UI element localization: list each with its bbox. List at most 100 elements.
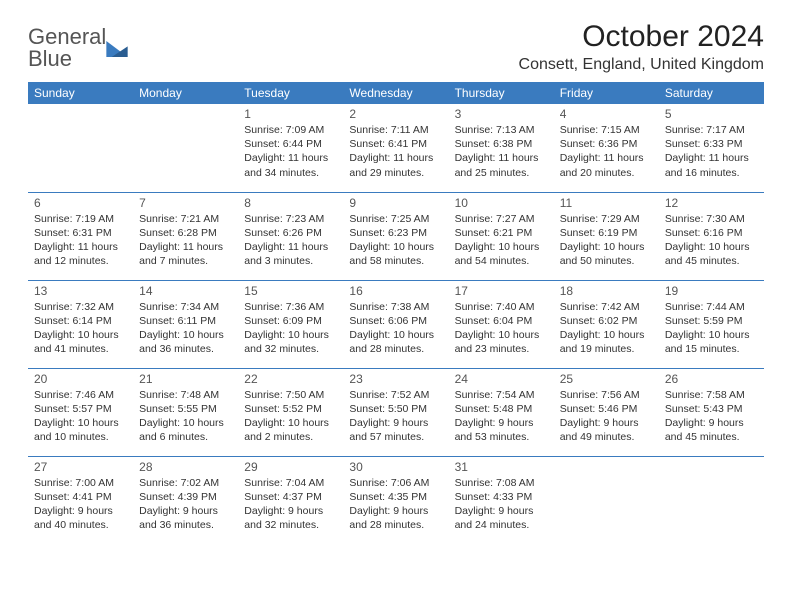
day-info: Sunrise: 7:56 AMSunset: 5:46 PMDaylight:… [560, 388, 653, 445]
day-info: Sunrise: 7:52 AMSunset: 5:50 PMDaylight:… [349, 388, 442, 445]
sunrise: Sunrise: 7:04 AM [244, 476, 337, 490]
day-number: 14 [139, 284, 232, 298]
day-info: Sunrise: 7:48 AMSunset: 5:55 PMDaylight:… [139, 388, 232, 445]
daylight: Daylight: 10 hours and 58 minutes. [349, 240, 442, 268]
day-number: 2 [349, 107, 442, 121]
sunset: Sunset: 6:33 PM [665, 137, 758, 151]
sunrise: Sunrise: 7:30 AM [665, 212, 758, 226]
sunset: Sunset: 5:59 PM [665, 314, 758, 328]
sunrise: Sunrise: 7:08 AM [455, 476, 548, 490]
sunset: Sunset: 6:21 PM [455, 226, 548, 240]
sunset: Sunset: 6:06 PM [349, 314, 442, 328]
daylight: Daylight: 11 hours and 7 minutes. [139, 240, 232, 268]
day-number: 6 [34, 196, 127, 210]
daylight: Daylight: 9 hours and 53 minutes. [455, 416, 548, 444]
day-cell: 6 Sunrise: 7:19 AMSunset: 6:31 PMDaylight… [28, 192, 133, 280]
day-cell: 23Sunrise: 7:52 AMSunset: 5:50 PMDayligh… [343, 368, 448, 456]
day-cell: 12Sunrise: 7:30 AMSunset: 6:16 PMDayligh… [659, 192, 764, 280]
sunrise: Sunrise: 7:13 AM [455, 123, 548, 137]
day-info: Sunrise: 7:29 AMSunset: 6:19 PMDaylight:… [560, 212, 653, 269]
day-cell: 30Sunrise: 7:06 AMSunset: 4:35 PMDayligh… [343, 456, 448, 544]
day-info: Sunrise: 7:36 AMSunset: 6:09 PMDaylight:… [244, 300, 337, 357]
logo-line2: Blue [28, 48, 106, 70]
day-info: Sunrise: 7:23 AMSunset: 6:26 PMDaylight:… [244, 212, 337, 269]
day-cell: 3Sunrise: 7:13 AMSunset: 6:38 PMDaylight… [449, 104, 554, 192]
sunrise: Sunrise: 7:52 AM [349, 388, 442, 402]
sunset: Sunset: 5:52 PM [244, 402, 337, 416]
day-info: Sunrise: 7:40 AMSunset: 6:04 PMDaylight:… [455, 300, 548, 357]
week-row: 20 Sunrise: 7:46 AMSunset: 5:57 PMDayligh… [28, 368, 764, 456]
daylight: Daylight: 10 hours and 45 minutes. [665, 240, 758, 268]
day-number: 9 [349, 196, 442, 210]
calendar-page: General Blue October 2024 Consett, Engla… [0, 0, 792, 564]
sunrise: Sunrise: 7:42 AM [560, 300, 653, 314]
day-number: 19 [665, 284, 758, 298]
location: Consett, England, United Kingdom [519, 56, 764, 74]
sunrise: Sunrise: 7:19 AM [34, 212, 127, 226]
day-cell: 29Sunrise: 7:04 AMSunset: 4:37 PMDayligh… [238, 456, 343, 544]
daylight: Daylight: 10 hours and 2 minutes. [244, 416, 337, 444]
day-info: Sunrise: 7:06 AMSunset: 4:35 PMDaylight:… [349, 476, 442, 533]
day-number: 22 [244, 372, 337, 386]
sunset: Sunset: 6:36 PM [560, 137, 653, 151]
day-info: Sunrise: 7:09 AMSunset: 6:44 PMDaylight:… [244, 123, 337, 180]
day-cell: 10Sunrise: 7:27 AMSunset: 6:21 PMDayligh… [449, 192, 554, 280]
day-number: 18 [560, 284, 653, 298]
sunset: Sunset: 6:38 PM [455, 137, 548, 151]
sunset: Sunset: 6:11 PM [139, 314, 232, 328]
day-number: 16 [349, 284, 442, 298]
sunrise: Sunrise: 7:06 AM [349, 476, 442, 490]
day-info: Sunrise: 7:58 AMSunset: 5:43 PMDaylight:… [665, 388, 758, 445]
day-cell: 4Sunrise: 7:15 AMSunset: 6:36 PMDaylight… [554, 104, 659, 192]
sunset: Sunset: 6:16 PM [665, 226, 758, 240]
day-header: Monday [133, 82, 238, 104]
day-info: Sunrise: 7:19 AMSunset: 6:31 PMDaylight:… [34, 212, 127, 269]
daylight: Daylight: 9 hours and 28 minutes. [349, 504, 442, 532]
daylight: Daylight: 9 hours and 36 minutes. [139, 504, 232, 532]
daylight: Daylight: 10 hours and 19 minutes. [560, 328, 653, 356]
logo: General Blue [28, 20, 128, 70]
day-cell: 20 Sunrise: 7:46 AMSunset: 5:57 PMDayligh… [28, 368, 133, 456]
sunset: Sunset: 4:33 PM [455, 490, 548, 504]
daylight: Daylight: 11 hours and 3 minutes. [244, 240, 337, 268]
day-cell: 15 Sunrise: 7:36 AMSunset: 6:09 PMDayligh… [238, 280, 343, 368]
day-cell: 14 Sunrise: 7:34 AMSunset: 6:11 PMDayligh… [133, 280, 238, 368]
sunrise: Sunrise: 7:34 AM [139, 300, 232, 314]
sunset: Sunset: 6:44 PM [244, 137, 337, 151]
day-header: Friday [554, 82, 659, 104]
sunrise: Sunrise: 7:21 AM [139, 212, 232, 226]
daylight: Daylight: 10 hours and 32 minutes. [244, 328, 337, 356]
day-number: 20 [34, 372, 127, 386]
day-cell: 24Sunrise: 7:54 AMSunset: 5:48 PMDayligh… [449, 368, 554, 456]
sunrise: Sunrise: 7:23 AM [244, 212, 337, 226]
day-cell: 28Sunrise: 7:02 AMSunset: 4:39 PMDayligh… [133, 456, 238, 544]
day-cell: 22Sunrise: 7:50 AMSunset: 5:52 PMDayligh… [238, 368, 343, 456]
day-info: Sunrise: 7:42 AMSunset: 6:02 PMDaylight:… [560, 300, 653, 357]
sunset: Sunset: 6:14 PM [34, 314, 127, 328]
day-cell: 9Sunrise: 7:25 AMSunset: 6:23 PMDaylight… [343, 192, 448, 280]
day-number: 15 [244, 284, 337, 298]
day-cell: 27Sunrise: 7:00 AMSunset: 4:41 PMDayligh… [28, 456, 133, 544]
daylight: Daylight: 9 hours and 45 minutes. [665, 416, 758, 444]
sunrise: Sunrise: 7:27 AM [455, 212, 548, 226]
sunset: Sunset: 6:41 PM [349, 137, 442, 151]
day-number: 26 [665, 372, 758, 386]
sunrise: Sunrise: 7:29 AM [560, 212, 653, 226]
day-info: Sunrise: 7:11 AMSunset: 6:41 PMDaylight:… [349, 123, 442, 180]
sunrise: Sunrise: 7:46 AM [34, 388, 127, 402]
day-cell: 31Sunrise: 7:08 AMSunset: 4:33 PMDayligh… [449, 456, 554, 544]
day-number: 31 [455, 460, 548, 474]
day-number: 21 [139, 372, 232, 386]
daylight: Daylight: 11 hours and 20 minutes. [560, 151, 653, 179]
empty-cell [659, 456, 764, 544]
empty-cell [28, 104, 133, 192]
day-number: 7 [139, 196, 232, 210]
day-cell: 11Sunrise: 7:29 AMSunset: 6:19 PMDayligh… [554, 192, 659, 280]
day-info: Sunrise: 7:17 AMSunset: 6:33 PMDaylight:… [665, 123, 758, 180]
day-info: Sunrise: 7:32 AMSunset: 6:14 PMDaylight:… [34, 300, 127, 357]
daylight: Daylight: 10 hours and 54 minutes. [455, 240, 548, 268]
header: General Blue October 2024 Consett, Engla… [28, 20, 764, 74]
sunset: Sunset: 5:46 PM [560, 402, 653, 416]
day-info: Sunrise: 7:34 AMSunset: 6:11 PMDaylight:… [139, 300, 232, 357]
day-info: Sunrise: 7:46 AMSunset: 5:57 PMDaylight:… [34, 388, 127, 445]
